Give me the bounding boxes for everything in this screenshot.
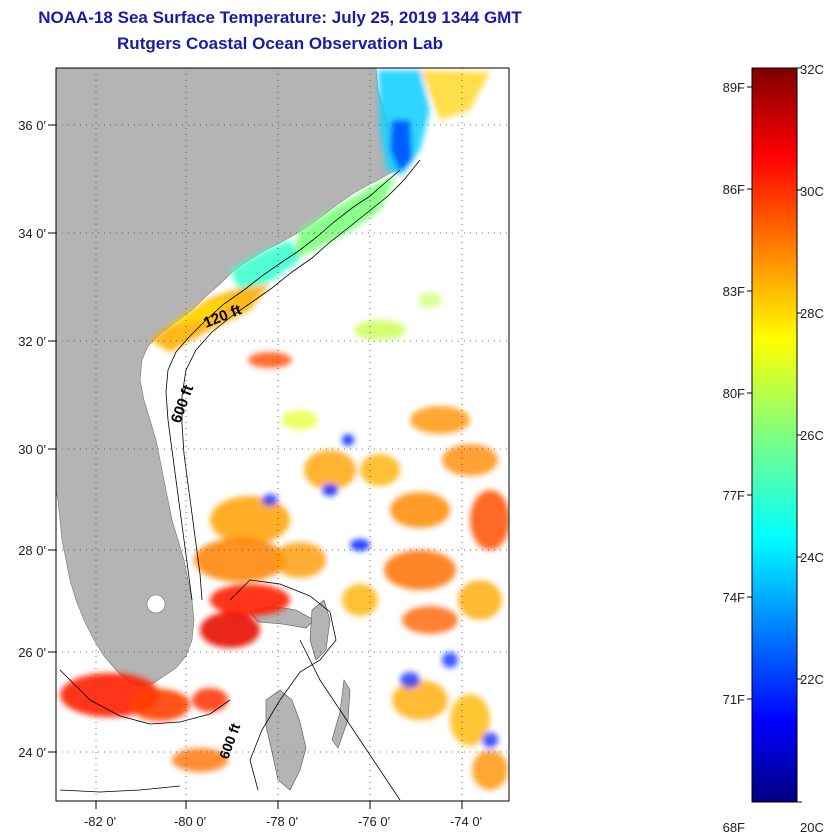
colorbar-f-label: 68F	[723, 820, 745, 832]
colorbar-ticks	[747, 67, 802, 803]
lat-tick-label: 34 0'	[18, 226, 46, 241]
lat-tick-label: 32 0'	[18, 334, 46, 349]
lon-tick-label: -80 0'	[174, 814, 206, 829]
colorbar-f-label: 77F	[723, 488, 745, 503]
land-andros	[265, 689, 307, 791]
contour-600ft	[181, 159, 421, 601]
graticule	[56, 68, 509, 801]
colorbar-c-label: 26C	[800, 428, 824, 443]
colorbar-f-label: 71F	[723, 692, 745, 707]
colorbar-f-label: 89F	[723, 80, 745, 95]
sst-field	[60, 70, 509, 790]
land-eleuthera	[331, 679, 351, 749]
lon-tick-label: -82 0'	[84, 814, 116, 829]
bathymetry-contours	[59, 159, 421, 801]
colorbar	[751, 67, 798, 803]
lon-tick-label: -78 0'	[266, 814, 298, 829]
contour-bahama-bank	[229, 579, 401, 801]
colorbar-c-label: 32C	[800, 62, 824, 77]
lat-tick-label: 28 0'	[18, 543, 46, 558]
lat-tick-label: 30 0'	[18, 442, 46, 457]
map-frame	[55, 67, 510, 802]
map-subtitle: Rutgers Coastal Ocean Observation Lab	[117, 34, 443, 53]
colorbar-c-label: 30C	[800, 184, 824, 199]
colorbar-f-label: 80F	[723, 386, 745, 401]
contour-120ft	[165, 169, 401, 601]
lat-tick-label: 36 0'	[18, 118, 46, 133]
contour-keys	[59, 669, 231, 793]
colorbar-f-label: 83F	[723, 284, 745, 299]
tick-marks	[48, 124, 463, 809]
lon-tick-label: -74 0'	[450, 814, 482, 829]
lat-tick-label: 26 0'	[18, 645, 46, 660]
colorbar-c-label: 28C	[800, 306, 824, 321]
lat-tick-label: 24 0'	[18, 745, 46, 760]
land-abaco	[309, 599, 331, 661]
lon-tick-label: -76 0'	[358, 814, 390, 829]
colorbar-f-label: 86F	[723, 182, 745, 197]
lake-okeechobee	[146, 594, 166, 614]
colorbar-c-label: 24C	[800, 550, 824, 565]
colorbar-f-label: 74F	[723, 590, 745, 605]
land-mainland	[56, 68, 405, 687]
colorbar-c-label: 20C	[800, 820, 824, 832]
map-title: NOAA-18 Sea Surface Temperature: July 25…	[38, 8, 522, 27]
colorbar-c-label: 22C	[800, 672, 824, 687]
